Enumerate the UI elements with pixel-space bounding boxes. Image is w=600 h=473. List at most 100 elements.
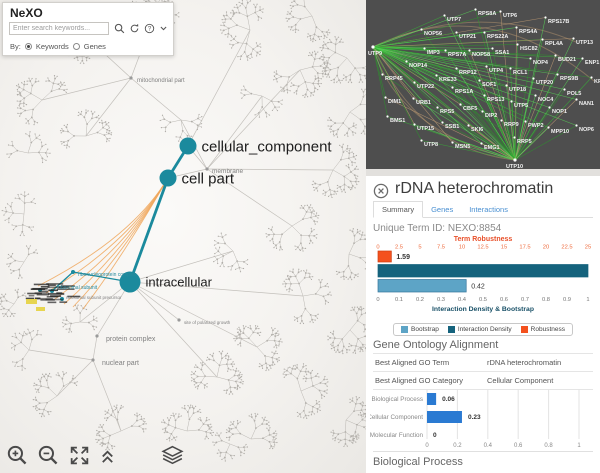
gene-node[interactable]: RPS13 [487, 97, 504, 103]
svg-text:Interaction Density & Bootstra: Interaction Density & Bootstrap [432, 306, 534, 313]
svg-text:0.6: 0.6 [514, 443, 523, 449]
ontology-term-label[interactable]: ribosomal subunit [58, 285, 98, 291]
gene-node[interactable]: NOP58 [472, 52, 490, 58]
zoom-out-button[interactable] [37, 444, 60, 470]
tab-interactions[interactable]: Interactions [469, 205, 508, 214]
search-icon[interactable] [113, 23, 126, 34]
ontology-term-label[interactable]: mitochondrial part [137, 78, 185, 84]
search-input[interactable] [9, 22, 109, 35]
gene-node[interactable]: SOF1 [482, 82, 496, 88]
gene-node[interactable]: RPS9B [560, 76, 578, 82]
gene-node[interactable]: UTP13 [576, 40, 593, 46]
gene-node[interactable]: RPS17B [548, 19, 569, 25]
gene-node[interactable]: UTP21 [459, 34, 476, 40]
gene-node[interactable]: UTP7 [447, 17, 461, 23]
gene-node[interactable]: UTP8 [424, 142, 438, 148]
gene-node[interactable]: UTP15 [417, 126, 434, 132]
ontology-term-label[interactable]: ribosomal subunit precursor [66, 295, 122, 300]
svg-text:15: 15 [501, 245, 507, 251]
gene-node[interactable]: ENP1 [585, 60, 599, 66]
gene-node[interactable]: UTP18 [509, 87, 526, 93]
gene-node[interactable]: MPP10 [551, 129, 569, 135]
gene-node[interactable]: BUD21 [558, 57, 576, 63]
gene-node[interactable]: RPS22A [487, 34, 508, 40]
gene-node[interactable]: PWP2 [528, 123, 544, 129]
radio-genes[interactable] [72, 43, 80, 50]
zoom-in-button[interactable] [6, 444, 29, 470]
svg-text:0.8: 0.8 [542, 297, 550, 303]
gene-node[interactable]: UTP22 [417, 84, 434, 90]
gene-node[interactable]: NOP56 [424, 31, 442, 37]
gene-node[interactable]: DIM1 [388, 99, 401, 105]
gene-node[interactable]: RCL1 [513, 70, 527, 76]
gene-node[interactable]: NOP1 [552, 109, 567, 115]
radio-keywords-label: Keywords [35, 42, 69, 51]
gene-node[interactable]: HSC82 [520, 46, 538, 52]
gene-node[interactable]: URB1 [416, 100, 431, 106]
svg-text:2.5: 2.5 [395, 245, 403, 251]
gene-node[interactable]: MSN5 [455, 144, 470, 150]
gene-network-canvas[interactable]: UTP7 RPS8A UTP6 RPS17B NOP56 UTP21 RPS22A RPS4A… [366, 0, 600, 169]
gene-node[interactable]: CBF5 [463, 106, 477, 112]
gene-hub-node[interactable]: UTP9 [368, 51, 382, 57]
gene-node[interactable]: RPS5 [440, 109, 454, 115]
layers-button[interactable] [160, 444, 185, 470]
gene-node[interactable]: RPS7A [448, 52, 466, 58]
gene-node[interactable]: RRP45 [385, 76, 403, 82]
ontology-node-cellular-component[interactable] [179, 137, 197, 155]
gene-node[interactable]: RPS1A [455, 89, 473, 95]
ontology-term-label[interactable]: nuclear part [102, 360, 139, 367]
gene-node[interactable]: POL5 [567, 91, 581, 97]
ontology-term-label[interactable]: ribonucleoprotein complex [78, 272, 137, 278]
gene-node[interactable]: NAN1 [579, 101, 594, 107]
gene-node[interactable]: UTP5 [514, 103, 528, 109]
gene-node[interactable]: RRP9 [504, 122, 519, 128]
gene-hub-node[interactable]: UTP10 [506, 164, 523, 169]
gene-node[interactable]: UTP4 [489, 68, 504, 74]
gene-node[interactable]: NOP4 [533, 60, 549, 66]
svg-text:Term Robustness: Term Robustness [454, 236, 513, 243]
gene-node[interactable]: KRE33 [439, 77, 457, 83]
gene-node[interactable]: BMS1 [390, 118, 405, 124]
ontology-term-label[interactable]: protein complex [106, 336, 156, 343]
gene-node[interactable]: NOC4 [538, 97, 554, 103]
gene-node[interactable]: IMP3 [427, 50, 440, 56]
help-icon[interactable]: ? [143, 23, 156, 34]
chart-legend: Bootstrap Interaction Density Robustness [366, 323, 600, 336]
gene-node[interactable]: RPS8A [478, 11, 496, 17]
gene-node[interactable]: UTP20 [536, 80, 553, 86]
ontology-node-label[interactable]: cellular_component [202, 138, 333, 155]
gene-node[interactable]: KRR1 [594, 79, 600, 85]
gene-node[interactable]: SKI6 [471, 127, 483, 133]
gene-node[interactable]: RPL4A [545, 41, 563, 47]
ontology-node-cell-part[interactable] [159, 169, 177, 187]
ontology-node-label[interactable]: intracellular [146, 275, 213, 290]
legend-item: Interaction Density [447, 326, 512, 333]
gene-interaction-view[interactable]: UTP7 RPS8A UTP6 RPS17B NOP56 UTP21 RPS22A RPS4A… [366, 0, 600, 169]
gene-node[interactable]: SSB1 [445, 124, 459, 130]
refresh-icon[interactable] [128, 23, 141, 34]
fit-to-screen-button[interactable] [68, 444, 91, 470]
gene-node[interactable]: UTP6 [503, 13, 517, 19]
ontology-node-label[interactable]: cell part [182, 170, 235, 187]
gene-node[interactable]: RPS4A [519, 29, 537, 35]
gene-node[interactable]: SSA1 [495, 50, 509, 56]
gene-node[interactable]: RRP5 [517, 139, 532, 145]
ontology-node-intracellular[interactable] [119, 271, 141, 293]
collapse-all-button[interactable] [99, 446, 116, 468]
radio-keywords[interactable] [24, 43, 32, 50]
close-icon[interactable] [373, 183, 389, 202]
chevron-down-icon[interactable] [158, 24, 169, 33]
tab-genes[interactable]: Genes [431, 205, 454, 214]
gene-node[interactable]: DIP2 [485, 113, 497, 119]
ontology-term-label[interactable]: site of polarized growth [184, 320, 231, 325]
gene-node[interactable]: EMG1 [484, 145, 500, 151]
gene-node[interactable]: NOP6 [579, 127, 594, 133]
gene-node[interactable]: RRP12 [459, 70, 477, 76]
svg-text:20: 20 [543, 245, 549, 251]
tab-summary[interactable]: Summary [373, 201, 424, 218]
gene-node[interactable]: NOP14 [409, 63, 428, 69]
ontology-term-label[interactable]: membrane [212, 168, 243, 175]
